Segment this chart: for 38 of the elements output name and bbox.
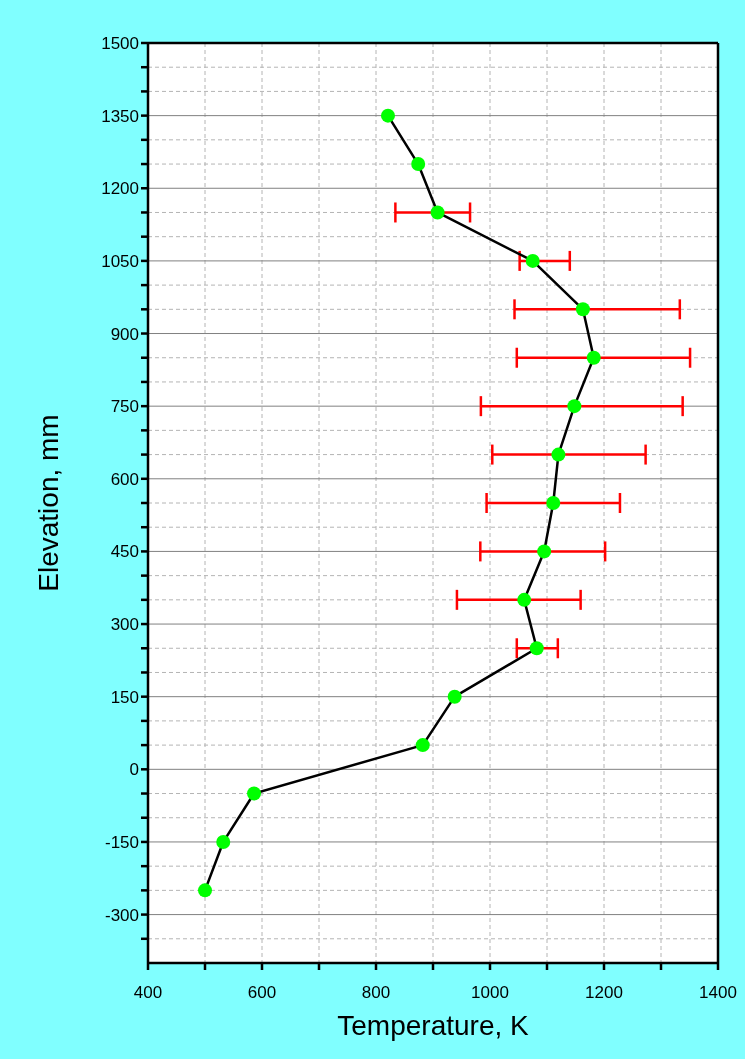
y-tick-label: 300 (110, 615, 139, 635)
y-tick-label: 150 (110, 687, 139, 707)
point (380, 108, 395, 123)
point (551, 447, 566, 462)
point (415, 738, 430, 753)
point (447, 689, 462, 704)
y-tick-label: -300 (104, 905, 139, 925)
point (411, 157, 426, 172)
y-tick-label: -150 (104, 832, 139, 852)
point (517, 592, 532, 607)
point (529, 641, 544, 656)
point (567, 399, 582, 414)
x-tick-label: 1000 (471, 983, 509, 1003)
point (537, 544, 552, 559)
point (575, 302, 590, 317)
point (430, 205, 445, 220)
point (546, 496, 561, 510)
point (586, 350, 601, 365)
x-tick-label: 1400 (699, 983, 737, 1003)
y-tick-label: 750 (110, 397, 139, 417)
point (198, 883, 212, 898)
x-tick-label: 800 (361, 983, 391, 1003)
point (525, 253, 540, 268)
x-tick-label: 400 (133, 983, 163, 1003)
y-axis-title: Elevation, mm (33, 414, 64, 592)
y-tick-label: 450 (110, 542, 139, 562)
y-tick-label: 600 (110, 469, 139, 489)
y-tick-label: 1350 (101, 106, 139, 126)
x-tick-label: 1200 (585, 983, 623, 1003)
point (216, 834, 231, 849)
y-tick-label: 1050 (101, 251, 139, 271)
y-tick-label: 0 (129, 760, 139, 780)
y-tick-label: 900 (110, 324, 139, 344)
point (247, 786, 262, 801)
y-tick-label: 1200 (101, 179, 139, 199)
x-axis-title: Temperature, K (337, 1010, 530, 1041)
y-tick-label: 1500 (101, 34, 139, 54)
x-tick-label: 600 (247, 983, 277, 1003)
